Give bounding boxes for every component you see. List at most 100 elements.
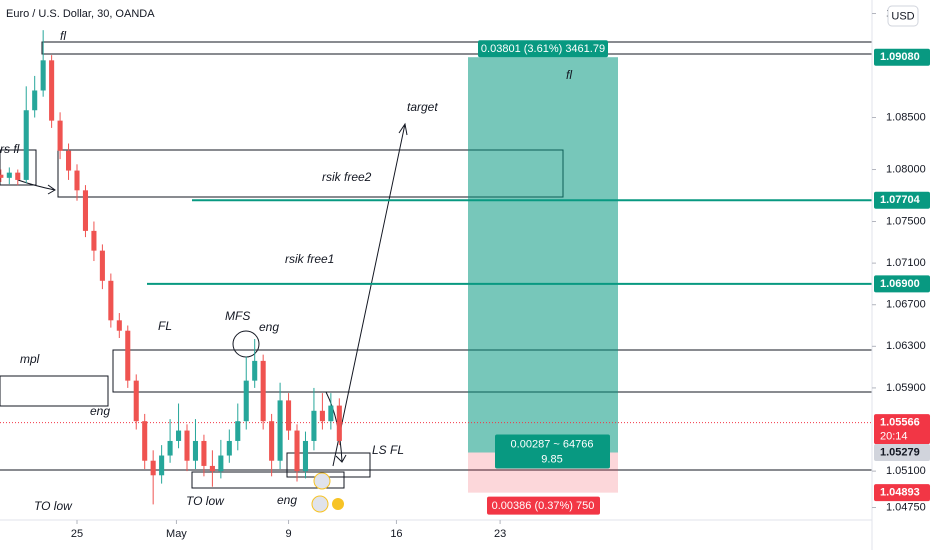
y-tick-label: 1.06700 <box>886 299 926 311</box>
annotation: TO low <box>34 499 73 513</box>
candle-body <box>40 60 46 91</box>
y-tick-label: 1.07500 <box>886 215 926 227</box>
candle-body <box>218 455 224 472</box>
candle-body <box>108 280 114 321</box>
candle-body <box>133 380 139 422</box>
event-icon[interactable] <box>313 472 331 490</box>
center-label: 0.00287 ~ 64766 <box>511 438 594 450</box>
annotation: LS FL <box>372 443 404 457</box>
target-label: 0.03801 (3.61%) 3461.79 <box>481 43 605 55</box>
annotation: eng <box>259 320 279 334</box>
candle-body <box>269 421 275 461</box>
candle-body <box>277 400 283 461</box>
price-label: 1.05279 <box>880 446 920 458</box>
annotation: eng <box>277 493 297 507</box>
candle-body <box>0 174 4 178</box>
stop-label-box <box>487 496 600 515</box>
candle-body <box>201 440 207 466</box>
price-label-box <box>874 414 930 445</box>
annotation: rsik free1 <box>285 252 334 266</box>
candle-body <box>159 455 165 476</box>
annotation: rsik free2 <box>322 170 372 184</box>
zone-box <box>0 375 109 407</box>
candle-body <box>74 170 80 191</box>
target-label-box <box>478 40 608 58</box>
x-tick-label: 23 <box>494 528 506 540</box>
x-tick-label: 25 <box>71 528 83 540</box>
candle-body <box>150 460 156 476</box>
chart-title: Euro / U.S. Dollar, 30, OANDA <box>6 8 155 20</box>
candle-body <box>82 190 89 231</box>
annotation: target <box>407 100 438 114</box>
candle-body <box>286 400 292 431</box>
price-label-box <box>874 484 930 502</box>
y-tick-label: 1.06300 <box>886 340 926 352</box>
candle-body <box>99 250 105 281</box>
candle-body <box>23 110 29 180</box>
price-label: 1.04893 <box>880 487 920 499</box>
y-tick-label: 1.07100 <box>886 257 926 269</box>
annotation: MFS <box>225 309 250 323</box>
event-icon[interactable] <box>332 498 344 510</box>
annotation: fl <box>60 29 66 43</box>
candle-body <box>302 440 309 472</box>
candle-body <box>336 405 342 441</box>
candle-body <box>252 360 258 381</box>
price-label: 1.05566 <box>880 417 920 429</box>
y-tick-label: 1.04750 <box>886 501 926 513</box>
annotation: TO low <box>186 494 225 508</box>
candle-body <box>167 440 173 456</box>
price-label-box <box>874 48 930 66</box>
y-tick-label: 1.05100 <box>886 465 926 477</box>
candle-body <box>176 430 182 441</box>
event-icon[interactable] <box>311 495 329 513</box>
x-tick-label: 9 <box>285 528 291 540</box>
price-label: 1.07704 <box>880 194 921 206</box>
annotation: mpl <box>20 352 40 366</box>
countdown: 20:14 <box>880 431 908 443</box>
price-label-box <box>874 444 930 462</box>
currency-button[interactable] <box>887 5 919 27</box>
annotation: rs fl <box>0 142 20 156</box>
candle-body <box>235 421 241 441</box>
center-label-box <box>495 434 610 469</box>
candle-body <box>209 465 215 472</box>
candle-body <box>311 410 317 441</box>
zone-box <box>191 471 345 489</box>
candle-body <box>142 421 148 461</box>
center-sublabel: 9.85 <box>541 453 562 465</box>
candle-body <box>319 410 325 422</box>
arrow <box>332 122 408 467</box>
candle-body <box>184 430 190 461</box>
candle-body <box>192 440 199 461</box>
y-tick-label: 1.08500 <box>886 111 926 123</box>
candle-body <box>243 380 249 422</box>
target-zone <box>468 57 618 453</box>
x-tick-label: May <box>166 528 187 540</box>
arrow <box>17 179 56 195</box>
candle-body <box>32 90 38 111</box>
annotations: fl rs fl rsik free2 rsik free1 target FL… <box>0 29 438 513</box>
candle-body <box>57 120 63 151</box>
candle-body <box>6 172 12 178</box>
annotation: FL <box>158 319 172 333</box>
candle-body <box>226 440 232 456</box>
candle-body <box>49 60 55 121</box>
price-label-box <box>874 191 930 209</box>
y-tick-label: 1.05900 <box>886 382 926 394</box>
x-tick-label: 16 <box>390 528 402 540</box>
zone-box <box>41 41 873 55</box>
annotation: eng <box>90 404 110 418</box>
price-label: 1.06900 <box>880 278 920 290</box>
candle-body <box>260 360 266 422</box>
annotation: fl <box>566 68 572 82</box>
price-label-box <box>874 275 930 293</box>
stop-label: 0.00386 (0.37%) 750 <box>492 500 595 512</box>
candle-body <box>125 330 131 381</box>
candle-body <box>15 172 21 180</box>
candle-body <box>328 405 334 422</box>
price-label: 1.09080 <box>880 51 920 63</box>
candle-body <box>91 230 97 251</box>
y-tick-label: 1.08000 <box>886 163 926 175</box>
